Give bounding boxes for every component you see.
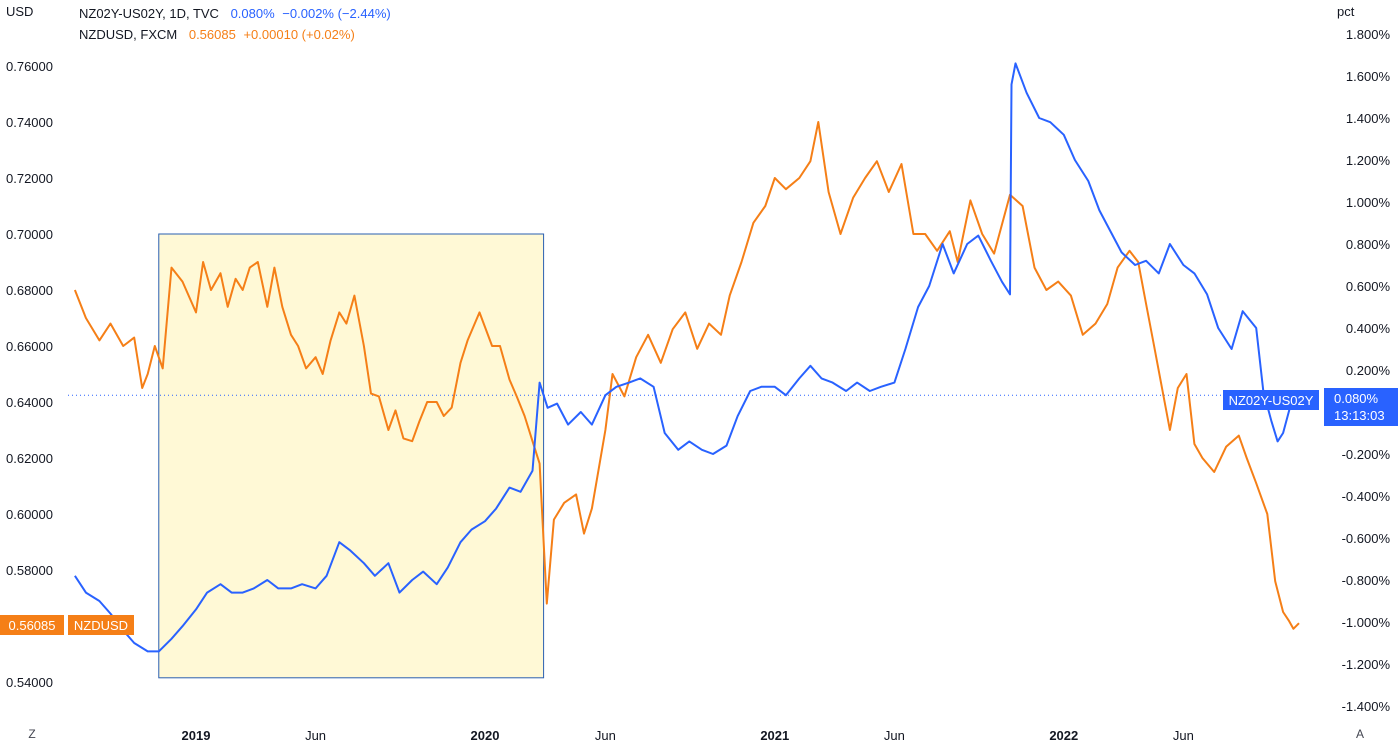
time-axis-tick-label: 2019 [182, 728, 211, 743]
nzdusd-price-badge-bg [0, 615, 64, 635]
legend-spread-change: −0.002% (−2.44%) [282, 6, 391, 21]
nzdusd-price-badge: 0.56085 [9, 618, 56, 633]
right-axis-tick-label: 0.800% [1346, 237, 1391, 252]
right-axis-tick-label: -1.200% [1342, 657, 1391, 672]
spread-name-badge-bg [1223, 390, 1319, 410]
highlight-box-layer [158, 233, 545, 679]
left-axis-unit: USD [6, 4, 34, 19]
right-axis-tick-label: -0.400% [1342, 489, 1391, 504]
right-axis-tick-label: -0.600% [1342, 531, 1391, 546]
right-axis-tick-label: 1.000% [1346, 195, 1391, 210]
time-axis-tick-label: Jun [884, 728, 905, 743]
right-axis-unit: pct [1337, 4, 1355, 19]
spread-value-badge: 0.080% [1334, 391, 1379, 406]
right-axis-tick-label: 0.600% [1346, 279, 1391, 294]
legend-spread[interactable]: NZ02Y-US02Y, 1D, TVC 0.080% −0.002% (−2.… [79, 6, 395, 21]
time-axis-tick-label: 2022 [1049, 728, 1078, 743]
left-axis-tick-label: 0.62000 [6, 451, 53, 466]
right-axis-tick-label: 1.600% [1346, 69, 1391, 84]
nzdusd-name-badge-bg [68, 615, 134, 635]
time-axis-tick-label: Jun [305, 728, 326, 743]
legend-nzdusd[interactable]: NZDUSD, FXCM 0.56085 +0.00010 (+0.02%) [79, 27, 359, 42]
badge-layer: 0.56085 NZDUSD NZ02Y-US02Y 0.080% 13:13:… [0, 388, 1398, 635]
right-pct-axis[interactable]: -1.400% -1.200% -1.000% -0.800% -0.600% -0.40… [1342, 27, 1391, 714]
left-axis-tick-label: 0.58000 [6, 563, 53, 578]
left-axis-tick-label: 0.76000 [6, 59, 53, 74]
highlight-box [158, 233, 545, 679]
auto-scale-button[interactable]: A [1355, 727, 1364, 741]
right-axis-tick-label: -0.200% [1342, 447, 1391, 462]
series-line-nzdusd [73, 121, 1300, 630]
right-axis-tick-label: 1.200% [1346, 153, 1391, 168]
left-price-axis[interactable]: 0.540000.560000.580000.600000.620000.640… [6, 59, 53, 690]
series-layer [73, 62, 1300, 653]
legend-nzdusd-change: +0.00010 (+0.02%) [243, 27, 355, 42]
legend-spread-value: 0.080% [230, 6, 275, 21]
legend-nzdusd-value: 0.56085 [188, 27, 236, 42]
spread-value-badge-bg [1324, 388, 1398, 426]
left-axis-tick-label: 0.74000 [6, 115, 53, 130]
right-axis-tick-label: 1.400% [1346, 111, 1391, 126]
time-axis-tick-label: Jun [1173, 728, 1194, 743]
right-axis-tick-label: -1.400% [1342, 699, 1391, 714]
legend-spread-symbol: NZ02Y-US02Y, 1D, TVC [79, 6, 219, 21]
legend-nzdusd-symbol: NZDUSD, FXCM [79, 27, 178, 42]
left-axis-tick-label: 0.66000 [6, 339, 53, 354]
time-axis-tick-label: 2020 [471, 728, 500, 743]
series-line-nz02y-us02y [74, 62, 1300, 653]
countdown-badge: 13:13:03 [1334, 408, 1385, 423]
left-axis-tick-label: 0.72000 [6, 171, 53, 186]
time-axis-tick-label: 2021 [760, 728, 789, 743]
left-axis-tick-label: 0.68000 [6, 283, 53, 298]
zoom-toggle-button[interactable]: Z [28, 727, 36, 741]
nzdusd-name-badge: NZDUSD [74, 618, 128, 633]
time-axis[interactable]: 2019 Jun 2020 Jun 2021 Jun 2022 Jun [182, 728, 1194, 743]
left-axis-tick-label: 0.64000 [6, 395, 53, 410]
right-axis-tick-label: 0.200% [1346, 363, 1391, 378]
spread-name-badge: NZ02Y-US02Y [1229, 393, 1314, 408]
time-axis-tick-label: Jun [595, 728, 616, 743]
right-axis-tick-label: -0.800% [1342, 573, 1391, 588]
left-axis-tick-label: 0.60000 [6, 507, 53, 522]
right-axis-tick-label: -1.000% [1342, 615, 1391, 630]
right-axis-tick-label: 1.800% [1346, 27, 1391, 42]
left-axis-tick-label: 0.70000 [6, 227, 53, 242]
left-axis-tick-label: 0.54000 [6, 675, 53, 690]
right-axis-tick-label: 0.400% [1346, 321, 1391, 336]
